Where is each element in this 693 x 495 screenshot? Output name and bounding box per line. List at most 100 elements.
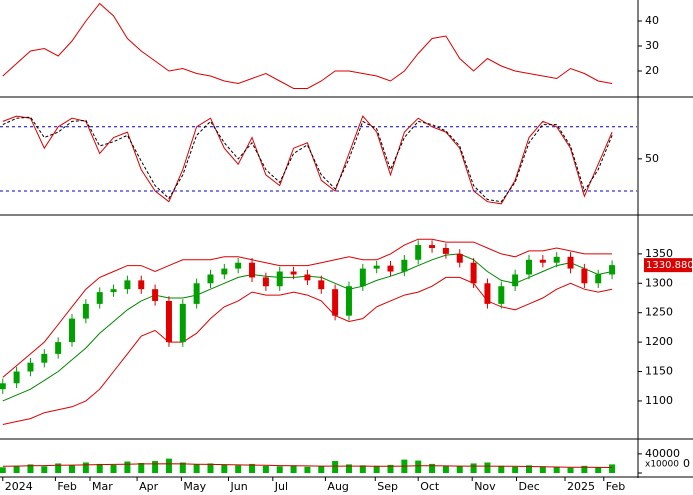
candle-body bbox=[332, 289, 339, 316]
candle-body bbox=[401, 259, 408, 272]
y-tick-label: 50 bbox=[645, 152, 659, 165]
y-tick-label: 1100 bbox=[645, 394, 673, 407]
volume-bar bbox=[442, 465, 449, 473]
volume-bar bbox=[0, 467, 6, 473]
candle-body bbox=[553, 256, 560, 263]
candle-body bbox=[373, 265, 380, 269]
volume-bar bbox=[373, 465, 380, 473]
volume-bar bbox=[221, 464, 228, 473]
volume-bar bbox=[470, 463, 477, 473]
volume-bar bbox=[345, 464, 352, 473]
x-tick-label: Nov bbox=[474, 480, 496, 493]
volume-bar bbox=[539, 466, 546, 473]
candle-body bbox=[525, 259, 532, 275]
candle-body bbox=[567, 256, 574, 269]
volume-bar bbox=[595, 467, 602, 473]
volume-bar bbox=[179, 462, 186, 473]
x-tick-label: Mar bbox=[92, 480, 113, 493]
x-tick-label: Sep bbox=[377, 480, 398, 493]
candle-body bbox=[0, 383, 6, 390]
y-tick-label: 40000 bbox=[645, 447, 680, 460]
volume-bar bbox=[456, 466, 463, 473]
candle-body bbox=[221, 268, 228, 275]
volume-bar bbox=[235, 465, 242, 473]
volume-bar bbox=[249, 463, 256, 473]
y-tick-label: 30 bbox=[645, 39, 659, 52]
series-line bbox=[2, 2, 613, 89]
candle-body bbox=[470, 262, 477, 284]
last-price-box bbox=[644, 258, 692, 273]
y-tick-label: 1250 bbox=[645, 306, 673, 319]
candle-body bbox=[165, 300, 172, 343]
candle-body bbox=[179, 303, 186, 343]
y-tick-label: 1350 bbox=[645, 247, 673, 260]
candle-body bbox=[512, 274, 519, 287]
y-tick-label: 0 bbox=[683, 457, 690, 470]
candle-body bbox=[96, 292, 103, 304]
candle-body bbox=[498, 286, 505, 304]
x-tick-label: 2025 bbox=[567, 480, 595, 493]
volume-bar bbox=[13, 465, 20, 473]
volume-bar bbox=[512, 466, 519, 473]
volume-bar bbox=[110, 464, 117, 473]
candle-body bbox=[276, 271, 283, 287]
candle-body bbox=[345, 286, 352, 316]
volume-bar bbox=[55, 463, 62, 473]
x-tick-label: Jul bbox=[274, 480, 288, 493]
volume-bar bbox=[262, 465, 269, 473]
volume-bar bbox=[193, 464, 200, 473]
candle-body bbox=[290, 271, 297, 275]
series-line bbox=[2, 276, 613, 425]
volume-bar bbox=[207, 463, 214, 473]
candle-body bbox=[609, 265, 616, 275]
candle-body bbox=[415, 245, 422, 260]
volume-bar bbox=[27, 464, 34, 473]
last-price-label: 1330.880 bbox=[646, 260, 693, 271]
volume-bar bbox=[581, 465, 588, 473]
unit-label: x10000 bbox=[645, 460, 679, 470]
volume-bar bbox=[96, 463, 103, 473]
y-tick-label: 1200 bbox=[645, 335, 673, 348]
y-tick-label: 1300 bbox=[645, 276, 673, 289]
volume-bar bbox=[152, 461, 159, 473]
candle-body bbox=[262, 277, 269, 287]
volume-bar bbox=[124, 461, 131, 473]
y-tick-label: 40 bbox=[645, 14, 659, 27]
candle-body bbox=[69, 318, 76, 343]
volume-bar bbox=[484, 462, 491, 473]
candle-body bbox=[359, 268, 366, 287]
candle-body bbox=[539, 259, 546, 263]
x-tick-label: Aug bbox=[327, 480, 348, 493]
series-line bbox=[2, 116, 613, 203]
volume-bar bbox=[138, 462, 145, 473]
y-tick-label: 20 bbox=[645, 64, 659, 77]
candle-body bbox=[456, 253, 463, 263]
volume-bar bbox=[387, 464, 394, 473]
volume-bar bbox=[276, 466, 283, 473]
volume-bar bbox=[332, 461, 339, 473]
volume-bar bbox=[82, 462, 89, 473]
candle-body bbox=[27, 362, 34, 372]
volume-bar bbox=[290, 465, 297, 473]
candle-body bbox=[55, 342, 62, 354]
candle-body bbox=[249, 262, 256, 278]
x-tick-label: May bbox=[183, 480, 206, 493]
candle-body bbox=[207, 274, 214, 284]
candle-body bbox=[387, 265, 394, 272]
volume-bar bbox=[429, 463, 436, 473]
x-tick-label: Dec bbox=[519, 480, 540, 493]
candle-body bbox=[595, 274, 602, 284]
volume-bar bbox=[165, 458, 172, 473]
candle-body bbox=[429, 245, 436, 248]
candle-body bbox=[318, 280, 325, 290]
candle-body bbox=[193, 283, 200, 304]
series-line bbox=[2, 238, 613, 378]
series-line bbox=[2, 463, 613, 468]
x-tick-label: Jun bbox=[229, 480, 247, 493]
volume-bar bbox=[553, 467, 560, 473]
candle-body bbox=[442, 248, 449, 254]
candle-body bbox=[304, 274, 311, 281]
volume-bar bbox=[609, 464, 616, 473]
